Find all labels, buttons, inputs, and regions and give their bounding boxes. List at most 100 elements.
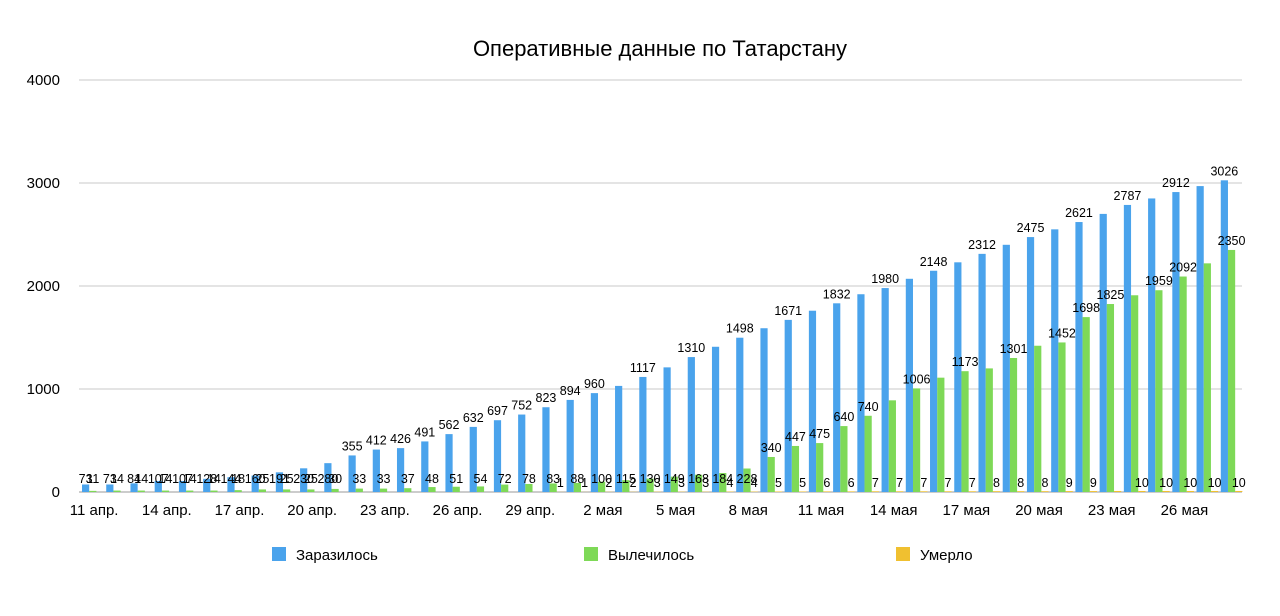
infected-label: 230 [293, 472, 314, 486]
infected-bar [590, 393, 599, 492]
infected-label: 894 [560, 384, 581, 398]
infected-label: 752 [511, 399, 532, 413]
legend-recovered: Вылечилось [584, 547, 694, 564]
deaths-bar [1235, 490, 1243, 492]
recovered-bar [1203, 263, 1211, 492]
x-tick-label: 2 мая [583, 502, 622, 519]
infected-bar [760, 328, 768, 492]
recovered-bar [646, 478, 654, 492]
x-tick-label: 11 апр. [70, 502, 119, 519]
deaths-bar [1089, 491, 1097, 492]
infected-bar [1123, 204, 1132, 492]
deaths-bar [992, 491, 1001, 492]
infected-bar [154, 480, 162, 492]
x-tick-label: 26 мая [1161, 502, 1209, 519]
infected-bar [324, 463, 332, 492]
deaths-bar [799, 491, 807, 492]
infected-bar [736, 337, 744, 492]
recovered-bar [89, 490, 97, 492]
recovered-label: 1825 [1097, 288, 1125, 302]
recovered-label: 18 [231, 472, 245, 486]
deaths-label: 10 [1159, 476, 1173, 490]
x-tick-label: 14 мая [870, 502, 918, 519]
infected-label: 73 [103, 472, 117, 486]
infected-label: 1980 [871, 272, 899, 286]
infected-label: 144 [221, 472, 242, 486]
recovered-label: 447 [785, 430, 806, 444]
infected-bar [857, 294, 865, 492]
deaths-label: 2 [630, 476, 637, 490]
recovered-label: 51 [449, 472, 463, 486]
recovered-bar [525, 483, 533, 492]
recovered-bar [452, 486, 460, 492]
deaths-label: 10 [1135, 476, 1149, 490]
infected-label: 632 [463, 411, 484, 425]
recovered-bar [622, 480, 630, 492]
deaths-bar [1162, 490, 1170, 492]
recovered-label: 2350 [1218, 234, 1246, 248]
deaths-label: 10 [1183, 476, 1197, 490]
x-tick-label: 23 апр. [360, 502, 410, 519]
deaths-label: 8 [1017, 476, 1024, 490]
recovered-bar [598, 481, 606, 492]
infected-bar [275, 472, 284, 492]
deaths-bar [944, 491, 952, 492]
recovered-label: 14 [207, 472, 221, 486]
infected-bar [1075, 222, 1083, 493]
deaths-label: 4 [726, 476, 733, 490]
y-axis: 0 1000 2000 3000 4000 [27, 72, 60, 501]
infected-bar [687, 357, 695, 492]
infected-label: 2912 [1162, 176, 1190, 190]
deaths-label: 8 [1041, 476, 1048, 490]
x-tick-label: 29 апр. [505, 502, 555, 519]
recovered-label: 72 [498, 472, 512, 486]
deaths-label: 7 [896, 476, 903, 490]
recovered-label: 740 [858, 400, 879, 414]
deaths-bar [847, 491, 855, 492]
recovered-label: 25 [304, 472, 318, 486]
infected-bar [978, 253, 986, 492]
deaths-label: 9 [1090, 476, 1097, 490]
recovered-label: 25 [280, 472, 294, 486]
deaths-label: 5 [775, 476, 782, 490]
infected-bar [833, 303, 841, 492]
recovered-label: 14 [110, 472, 124, 486]
recovered-bar [1179, 276, 1187, 492]
infected-label: 1498 [726, 322, 754, 336]
x-axis: 11 апр. 14 апр. 17 апр. 20 апр. 23 апр. 26 ап… [70, 502, 1208, 519]
infected-bar [1172, 192, 1180, 492]
infected-bar [615, 385, 623, 492]
recovered-label: 228 [737, 472, 758, 486]
recovered-bar [912, 388, 921, 492]
recovered-bar [743, 468, 751, 492]
infected-label: 1832 [823, 287, 851, 301]
deaths-bar [823, 491, 831, 492]
recovered-bar [331, 488, 339, 492]
recovered-bar [1131, 295, 1139, 492]
infected-bar [1196, 186, 1204, 492]
x-tick-label: 8 мая [729, 502, 768, 519]
deaths-label: 9 [1066, 476, 1073, 490]
deaths-label: 1 [557, 476, 564, 490]
recovered-label: 475 [809, 427, 830, 441]
recovered-bar [355, 488, 363, 492]
recovered-bar [791, 445, 800, 492]
infected-bar [130, 483, 138, 492]
recovered-bar [1009, 357, 1018, 492]
recovered-bar [1034, 345, 1042, 492]
recovered-bar [864, 415, 872, 492]
infected-bar [493, 420, 502, 492]
infected-label: 3026 [1210, 164, 1238, 178]
infected-label: 2787 [1114, 189, 1142, 203]
recovered-label: 1173 [952, 355, 979, 369]
deaths-bar [1017, 491, 1025, 492]
recovered-bar [670, 476, 678, 492]
recovered-label: 340 [761, 441, 782, 455]
recovered-label: 130 [640, 472, 661, 486]
recovered-label: 1959 [1145, 274, 1173, 288]
legend-swatch [896, 547, 910, 561]
recovered-bar [1106, 304, 1115, 492]
infected-bar [106, 484, 114, 492]
infected-bar [784, 319, 792, 492]
